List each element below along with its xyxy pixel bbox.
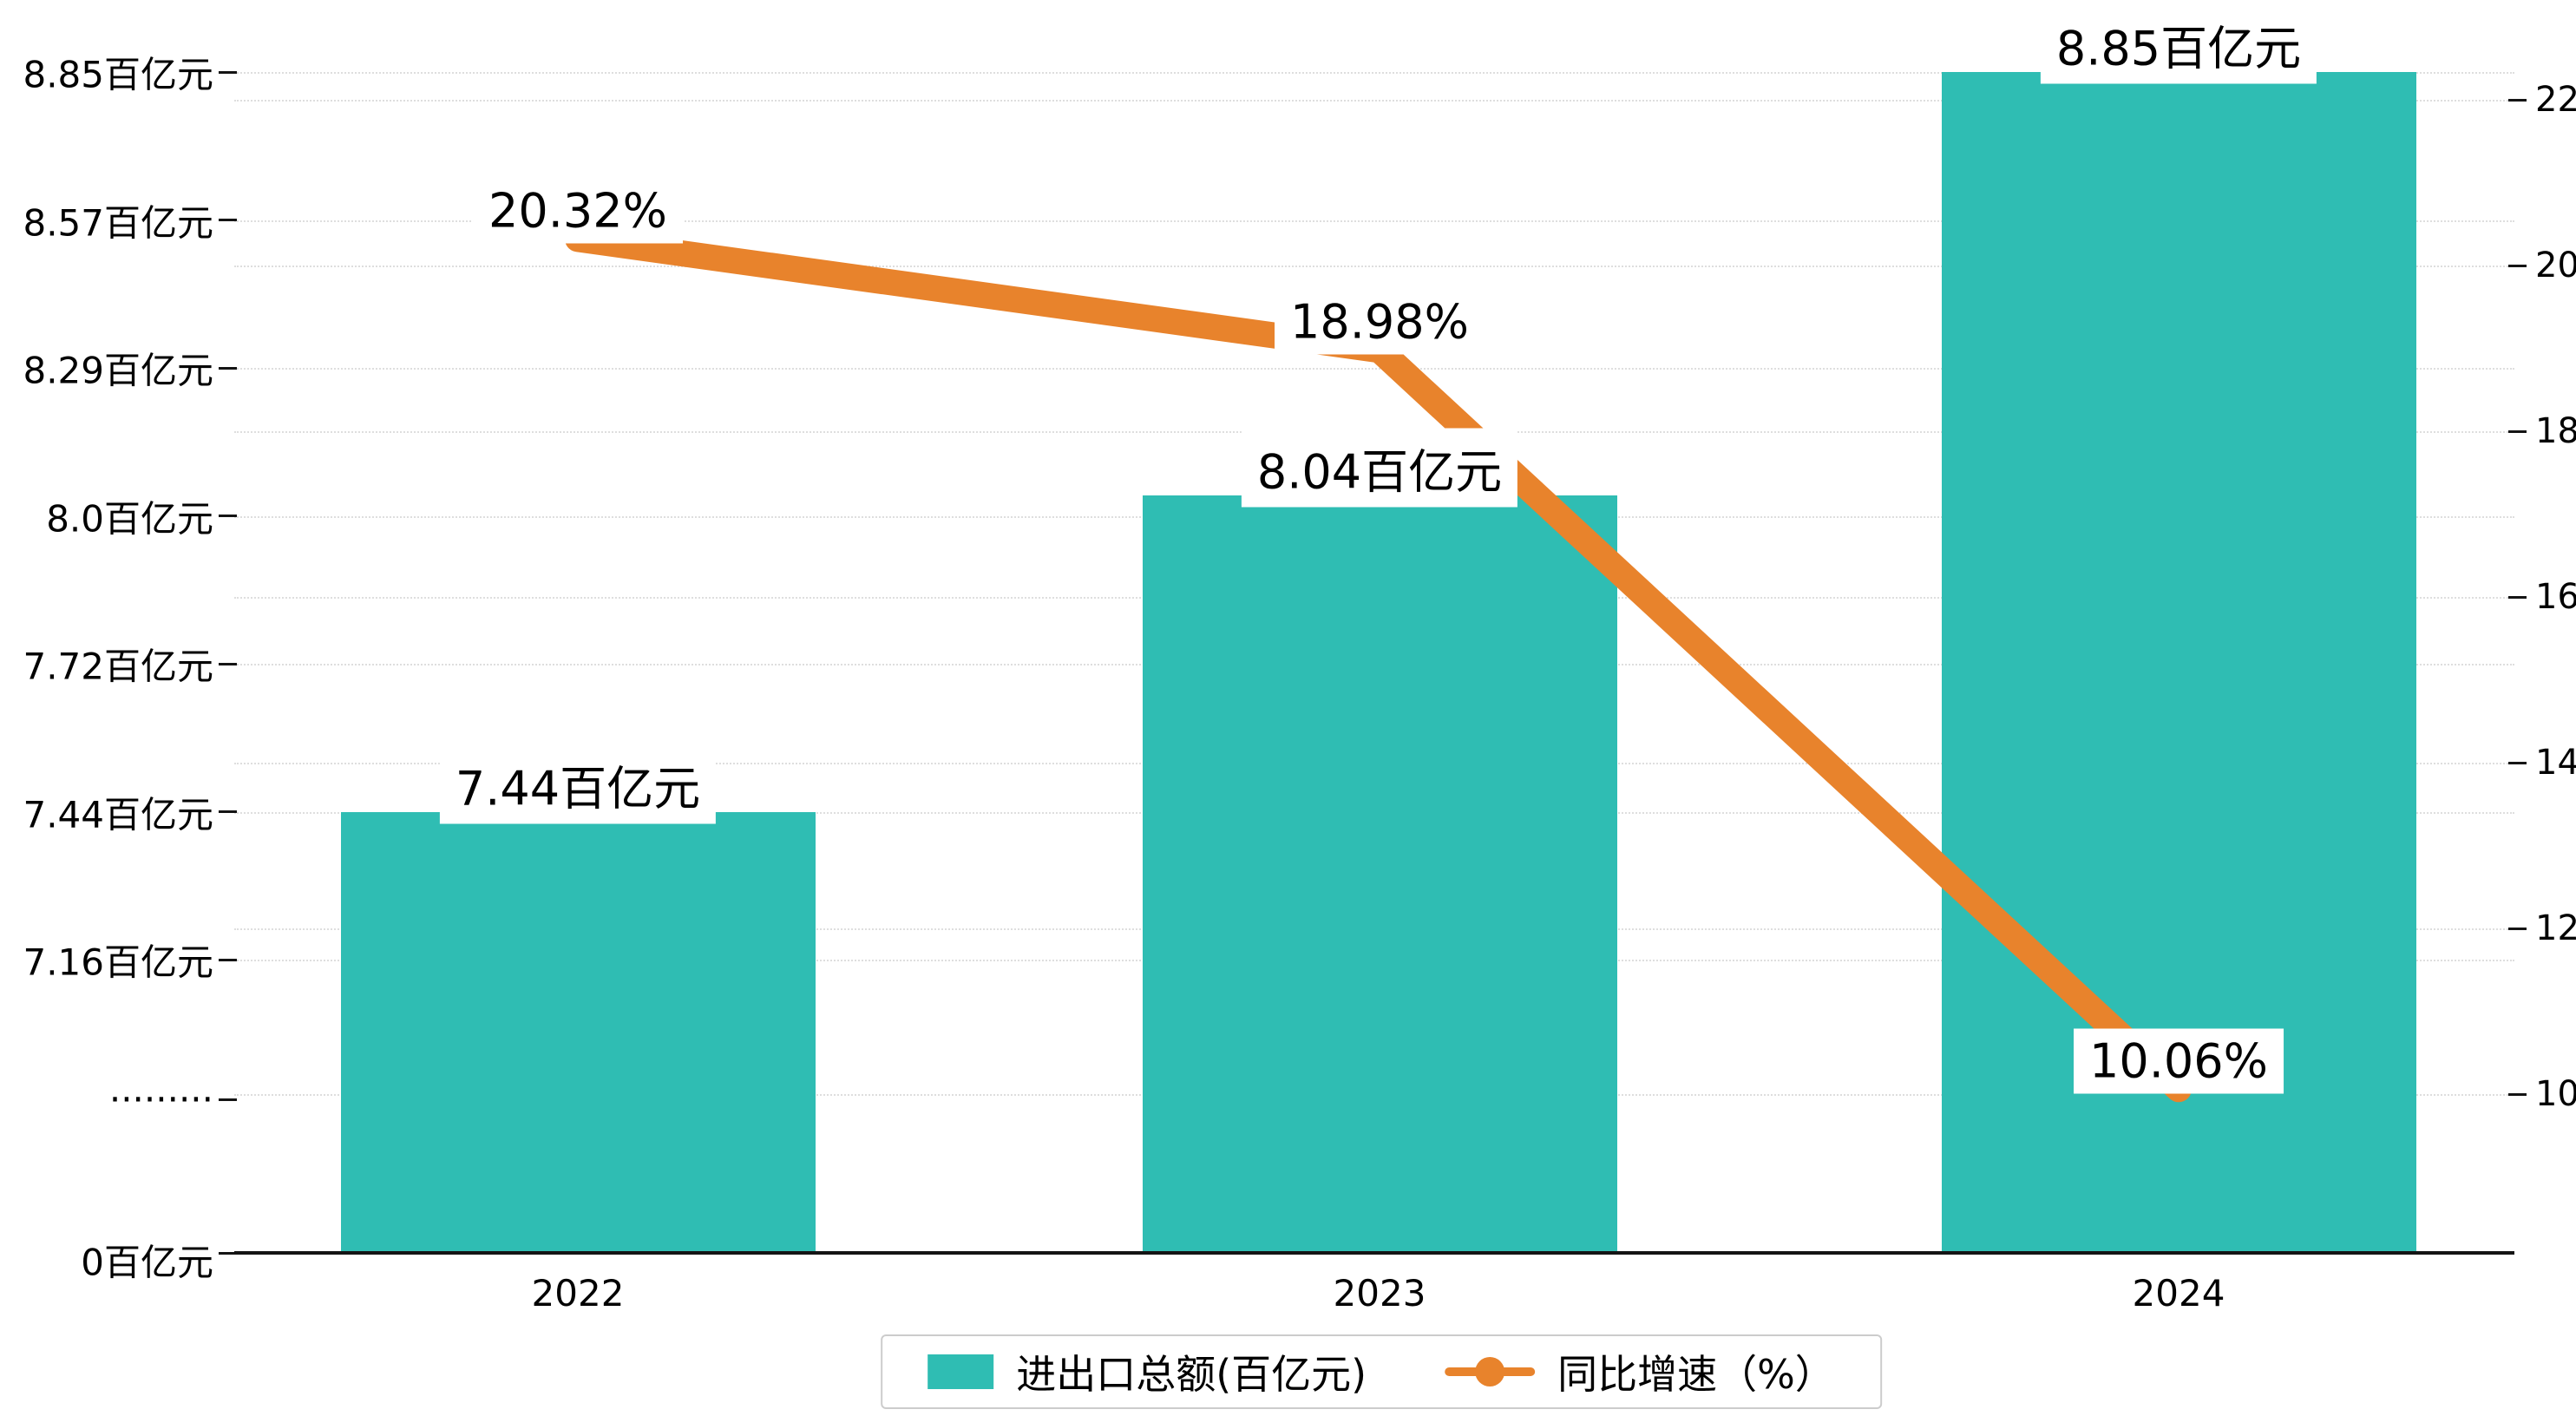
right-axis-tick-label: 22 (2535, 80, 2576, 120)
left-axis-tick-mark (219, 1251, 237, 1255)
legend: 进出口总额(百亿元) 同比增速（%） (881, 1334, 1882, 1409)
right-axis-tick-mark (2508, 761, 2527, 764)
x-axis-tick-label: 2023 (1333, 1272, 1426, 1314)
left-axis-tick-label: 8.85百亿元 (23, 53, 213, 96)
left-axis-tick-label: 0百亿元 (81, 1241, 213, 1284)
right-axis-tick-label: 14 (2535, 743, 2576, 783)
left-axis-tick-label: 8.57百亿元 (23, 201, 213, 244)
x-axis-tick-label: 2024 (2132, 1272, 2225, 1314)
left-axis-tick-label: 7.44百亿元 (23, 793, 213, 836)
bar-2022 (340, 811, 816, 1253)
left-axis-tick-mark (219, 958, 237, 961)
line-value-label: 10.06% (2074, 1028, 2284, 1094)
left-axis-tick-mark (219, 366, 237, 370)
right-axis-tick-mark (2508, 429, 2527, 433)
legend-bar-label: 进出口总额(百亿元) (1016, 1351, 1367, 1398)
h-gridline (234, 72, 2514, 74)
line-value-label: 20.32% (473, 178, 683, 244)
h-gridline (234, 368, 2514, 370)
bar-value-label: 8.04百亿元 (1241, 428, 1518, 508)
left-axis-tick-mark (219, 515, 237, 517)
right-axis-tick-label: 10 (2535, 1074, 2576, 1114)
right-axis-tick-label: 18 (2535, 411, 2576, 451)
left-axis-tick-mark (219, 1098, 237, 1101)
right-axis-tick-mark (2508, 927, 2527, 930)
x-axis-tick-label: 2022 (531, 1272, 625, 1314)
left-axis-tick-label: 7.72百亿元 (23, 645, 213, 688)
x-axis-line (234, 1251, 2514, 1255)
right-axis-tick-mark (2508, 98, 2527, 102)
right-axis-tick-label: 12 (2535, 908, 2576, 948)
bar-2023 (1142, 495, 1617, 1253)
right-axis-tick-label: 20 (2535, 246, 2576, 285)
h-gridline (234, 266, 2514, 267)
legend-line-label: 同比增速（%） (1557, 1351, 1835, 1398)
left-axis-tick-label: ········· (108, 1078, 213, 1121)
left-axis-tick-mark (219, 70, 237, 74)
left-axis-tick-mark (219, 662, 237, 665)
left-axis-tick-mark (219, 810, 237, 813)
growth-line (565, 226, 2192, 1103)
right-axis-tick-mark (2508, 595, 2527, 599)
legend-line-dot (1475, 1357, 1505, 1386)
right-axis-tick-mark (2508, 264, 2527, 267)
legend-bar-swatch (927, 1354, 994, 1389)
legend-line-marker (1445, 1354, 1536, 1389)
left-axis-tick-label: 8.29百亿元 (23, 349, 213, 392)
left-axis-tick-label: 8.0百亿元 (46, 497, 213, 540)
left-axis-tick-mark (219, 219, 237, 221)
left-axis-tick-label: 7.16百亿元 (23, 941, 213, 984)
h-gridline (234, 100, 2514, 102)
right-axis-tick-label: 16 (2535, 577, 2576, 617)
bar-value-label: 7.44百亿元 (439, 744, 717, 823)
line-value-label: 18.98% (1275, 289, 1485, 355)
right-axis-tick-mark (2508, 1092, 2527, 1096)
bar-value-label: 8.85百亿元 (2040, 4, 2317, 84)
h-gridline (234, 220, 2514, 222)
